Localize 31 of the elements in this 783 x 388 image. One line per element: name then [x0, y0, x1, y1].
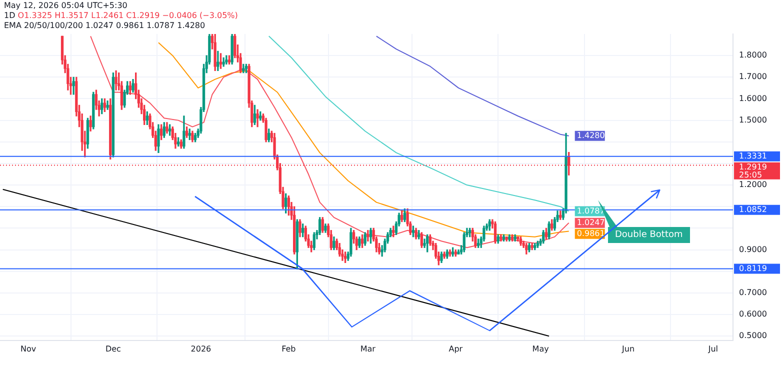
y-tick-label: 1.8000	[739, 50, 767, 60]
y-tick-label: 1.6000	[739, 94, 767, 103]
data-label: 1.0247	[576, 218, 605, 227]
x-tick-label: Nov	[20, 344, 36, 354]
text: O1.3325 H1.3517 L1.2461 C1.2919 −0.0406 (−3.05%)	[16, 11, 238, 20]
x-tick-label: Jul	[707, 344, 718, 354]
text: 25:05	[739, 170, 762, 180]
y-tick-label: 0.9000	[739, 244, 767, 254]
data-label: 1.4280	[576, 130, 605, 140]
text: 1D	[4, 11, 16, 20]
y-tick-label: 1.5000	[739, 115, 767, 124]
x-tick-label: Dec	[105, 344, 121, 354]
x-tick-label: Mar	[360, 344, 376, 354]
text: EMA 20/50/100/200 1.0247 0.9861 1.0787 1.4280	[4, 21, 206, 30]
y-tick-label: 0.6000	[739, 310, 767, 319]
x-tick-label: Jun	[621, 344, 635, 354]
y-tick-label: 0.5000	[739, 331, 767, 340]
x-tick-label: Feb	[282, 344, 296, 354]
ref-line-label: 0.8119	[739, 264, 767, 273]
x-tick-label: Apr	[448, 344, 464, 354]
y-tick-label: 1.2000	[739, 180, 767, 190]
data-label: 0.9861	[576, 228, 605, 238]
text: May 12, 2026 05:04 UTC+5:30	[4, 1, 128, 10]
ref-line-label: 1.0852	[739, 204, 767, 214]
y-tick-label: 0.7000	[739, 288, 767, 298]
y-tick-label: 1.7000	[739, 72, 767, 82]
x-tick-label: 2026	[190, 344, 212, 354]
annotation: Double Bottom	[608, 227, 690, 243]
ref-line-label: 1.2919	[739, 162, 767, 172]
x-tick-label: May	[532, 344, 550, 354]
ref-line-label: 1.3331	[739, 151, 767, 160]
